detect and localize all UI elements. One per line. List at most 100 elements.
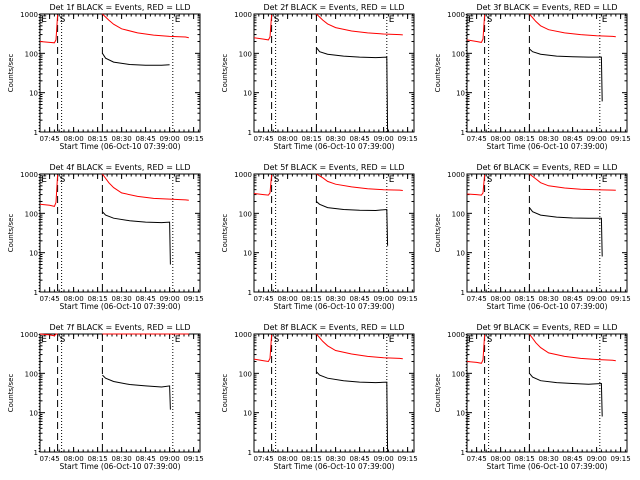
plot-frame bbox=[253, 13, 415, 133]
x-tick-label: 08:15 bbox=[515, 295, 535, 303]
chart-title: Det 4f BLACK = Events, RED = LLD bbox=[49, 163, 190, 172]
y-tick-label: 100 bbox=[239, 210, 252, 218]
x-tick-label: 07:45 bbox=[467, 135, 487, 143]
x-tick-label: 07:45 bbox=[254, 135, 274, 143]
marker-label: E bbox=[602, 335, 608, 345]
x-tick-label: 07:45 bbox=[40, 295, 60, 303]
x-axis-label: Start Time (06-Oct-10 07:39:00) bbox=[486, 142, 607, 151]
x-tick-label: 08:15 bbox=[515, 455, 535, 463]
y-axis-label: Counts/sec bbox=[434, 214, 442, 253]
chart-title: Det 9f BLACK = Events, RED = LLD bbox=[476, 323, 617, 332]
x-tick-label: 08:45 bbox=[136, 295, 156, 303]
detector-chart: Det 7f BLACK = Events, RED = LLD 1 10 100 10… bbox=[7, 323, 204, 471]
series-line bbox=[102, 374, 171, 410]
chart-title: Det 1f BLACK = Events, RED = LLD bbox=[49, 3, 190, 12]
marker-label: S bbox=[274, 15, 280, 25]
y-tick-label: 1 bbox=[34, 129, 38, 137]
x-axis-label: Start Time (06-Oct-10 07:39:00) bbox=[273, 142, 394, 151]
series-line bbox=[529, 173, 616, 191]
x-tick-label: 09:00 bbox=[160, 295, 180, 303]
chart-title: Det 8f BLACK = Events, RED = LLD bbox=[263, 323, 404, 332]
x-tick-label: 08:00 bbox=[64, 455, 84, 463]
y-tick-label: 100 bbox=[25, 50, 38, 58]
x-tick-label: 08:15 bbox=[302, 135, 322, 143]
x-tick-label: 08:30 bbox=[326, 455, 346, 463]
detector-chart: Det 5f BLACK = Events, RED = LLD 1 10 100 10… bbox=[221, 163, 418, 311]
x-tick-label: 09:15 bbox=[184, 135, 204, 143]
plot-frame bbox=[466, 333, 628, 453]
series-line bbox=[316, 333, 403, 360]
y-tick-label: 1 bbox=[461, 129, 465, 137]
series-line bbox=[39, 14, 59, 44]
detector-chart: Det 6f BLACK = Events, RED = LLD 1 10 100 10… bbox=[434, 163, 631, 311]
series-line bbox=[253, 174, 273, 196]
marker-label: E bbox=[389, 15, 395, 25]
detector-chart: Det 2f BLACK = Events, RED = LLD 1 10 100 10… bbox=[221, 3, 418, 151]
x-tick-label: 09:15 bbox=[398, 295, 418, 303]
x-axis-label: Start Time (06-Oct-10 07:39:00) bbox=[486, 302, 607, 311]
marker-label: E bbox=[175, 15, 181, 25]
marker-label: E bbox=[389, 335, 395, 345]
series-line bbox=[316, 201, 389, 246]
detector-chart: Det 1f BLACK = Events, RED = LLD 1 10 100 10… bbox=[7, 3, 204, 151]
x-tick-label: 08:00 bbox=[64, 135, 84, 143]
y-tick-label: 100 bbox=[25, 210, 38, 218]
y-tick-label: 1 bbox=[248, 289, 252, 297]
x-tick-label: 07:45 bbox=[467, 455, 487, 463]
x-tick-label: 08:15 bbox=[88, 295, 108, 303]
x-tick-label: 08:00 bbox=[491, 135, 511, 143]
x-axis-label: Start Time (06-Oct-10 07:39:00) bbox=[59, 462, 180, 471]
y-tick-label: 100 bbox=[239, 370, 252, 378]
x-tick-label: 08:30 bbox=[539, 135, 559, 143]
plot-frame bbox=[39, 333, 201, 453]
x-tick-label: 07:45 bbox=[40, 135, 60, 143]
plot-frame bbox=[39, 13, 201, 133]
y-tick-label: 10 bbox=[456, 410, 465, 418]
x-tick-label: 08:30 bbox=[539, 455, 559, 463]
y-tick-label: 1000 bbox=[447, 11, 465, 19]
series-line bbox=[316, 47, 389, 133]
series-line bbox=[529, 13, 616, 38]
series-line bbox=[466, 14, 486, 43]
series-line bbox=[316, 13, 403, 36]
series-line bbox=[528, 333, 616, 362]
x-tick-label: 09:15 bbox=[611, 295, 631, 303]
series-line bbox=[102, 211, 171, 265]
x-tick-label: 08:30 bbox=[326, 295, 346, 303]
x-tick-label: 08:30 bbox=[539, 295, 559, 303]
x-tick-label: 08:45 bbox=[563, 135, 583, 143]
y-axis-label: Counts/sec bbox=[434, 54, 442, 93]
y-axis-label: Counts/sec bbox=[7, 214, 15, 253]
y-axis-label: Counts/sec bbox=[221, 374, 229, 413]
y-tick-label: 1 bbox=[248, 449, 252, 457]
x-tick-label: 09:15 bbox=[184, 295, 204, 303]
chart-title: Det 2f BLACK = Events, RED = LLD bbox=[263, 3, 404, 12]
x-axis-label: Start Time (06-Oct-10 07:39:00) bbox=[59, 142, 180, 151]
y-tick-label: 10 bbox=[29, 90, 38, 98]
x-tick-label: 08:15 bbox=[302, 455, 322, 463]
x-tick-label: 08:45 bbox=[563, 295, 583, 303]
y-tick-label: 10 bbox=[29, 250, 38, 258]
y-tick-label: 1000 bbox=[234, 331, 252, 339]
y-tick-label: 100 bbox=[452, 210, 465, 218]
series-line bbox=[39, 333, 58, 337]
x-tick-label: 08:00 bbox=[64, 295, 84, 303]
y-tick-label: 1000 bbox=[20, 331, 38, 339]
marker-label: S bbox=[487, 175, 493, 185]
y-tick-label: 100 bbox=[452, 50, 465, 58]
x-tick-label: 09:15 bbox=[611, 135, 631, 143]
marker-label: E bbox=[41, 335, 47, 345]
y-axis-label: Counts/sec bbox=[7, 374, 15, 413]
y-tick-label: 1 bbox=[248, 129, 252, 137]
x-tick-label: 09:00 bbox=[587, 135, 607, 143]
series-line bbox=[316, 173, 403, 191]
y-tick-label: 1 bbox=[34, 289, 38, 297]
y-axis-label: Counts/sec bbox=[221, 214, 229, 253]
marker-label: E bbox=[389, 175, 395, 185]
marker-label: S bbox=[274, 335, 280, 345]
plot-frame bbox=[39, 173, 201, 293]
marker-label: S bbox=[60, 335, 66, 345]
y-tick-label: 1 bbox=[34, 449, 38, 457]
x-axis-label: Start Time (06-Oct-10 07:39:00) bbox=[273, 462, 394, 471]
